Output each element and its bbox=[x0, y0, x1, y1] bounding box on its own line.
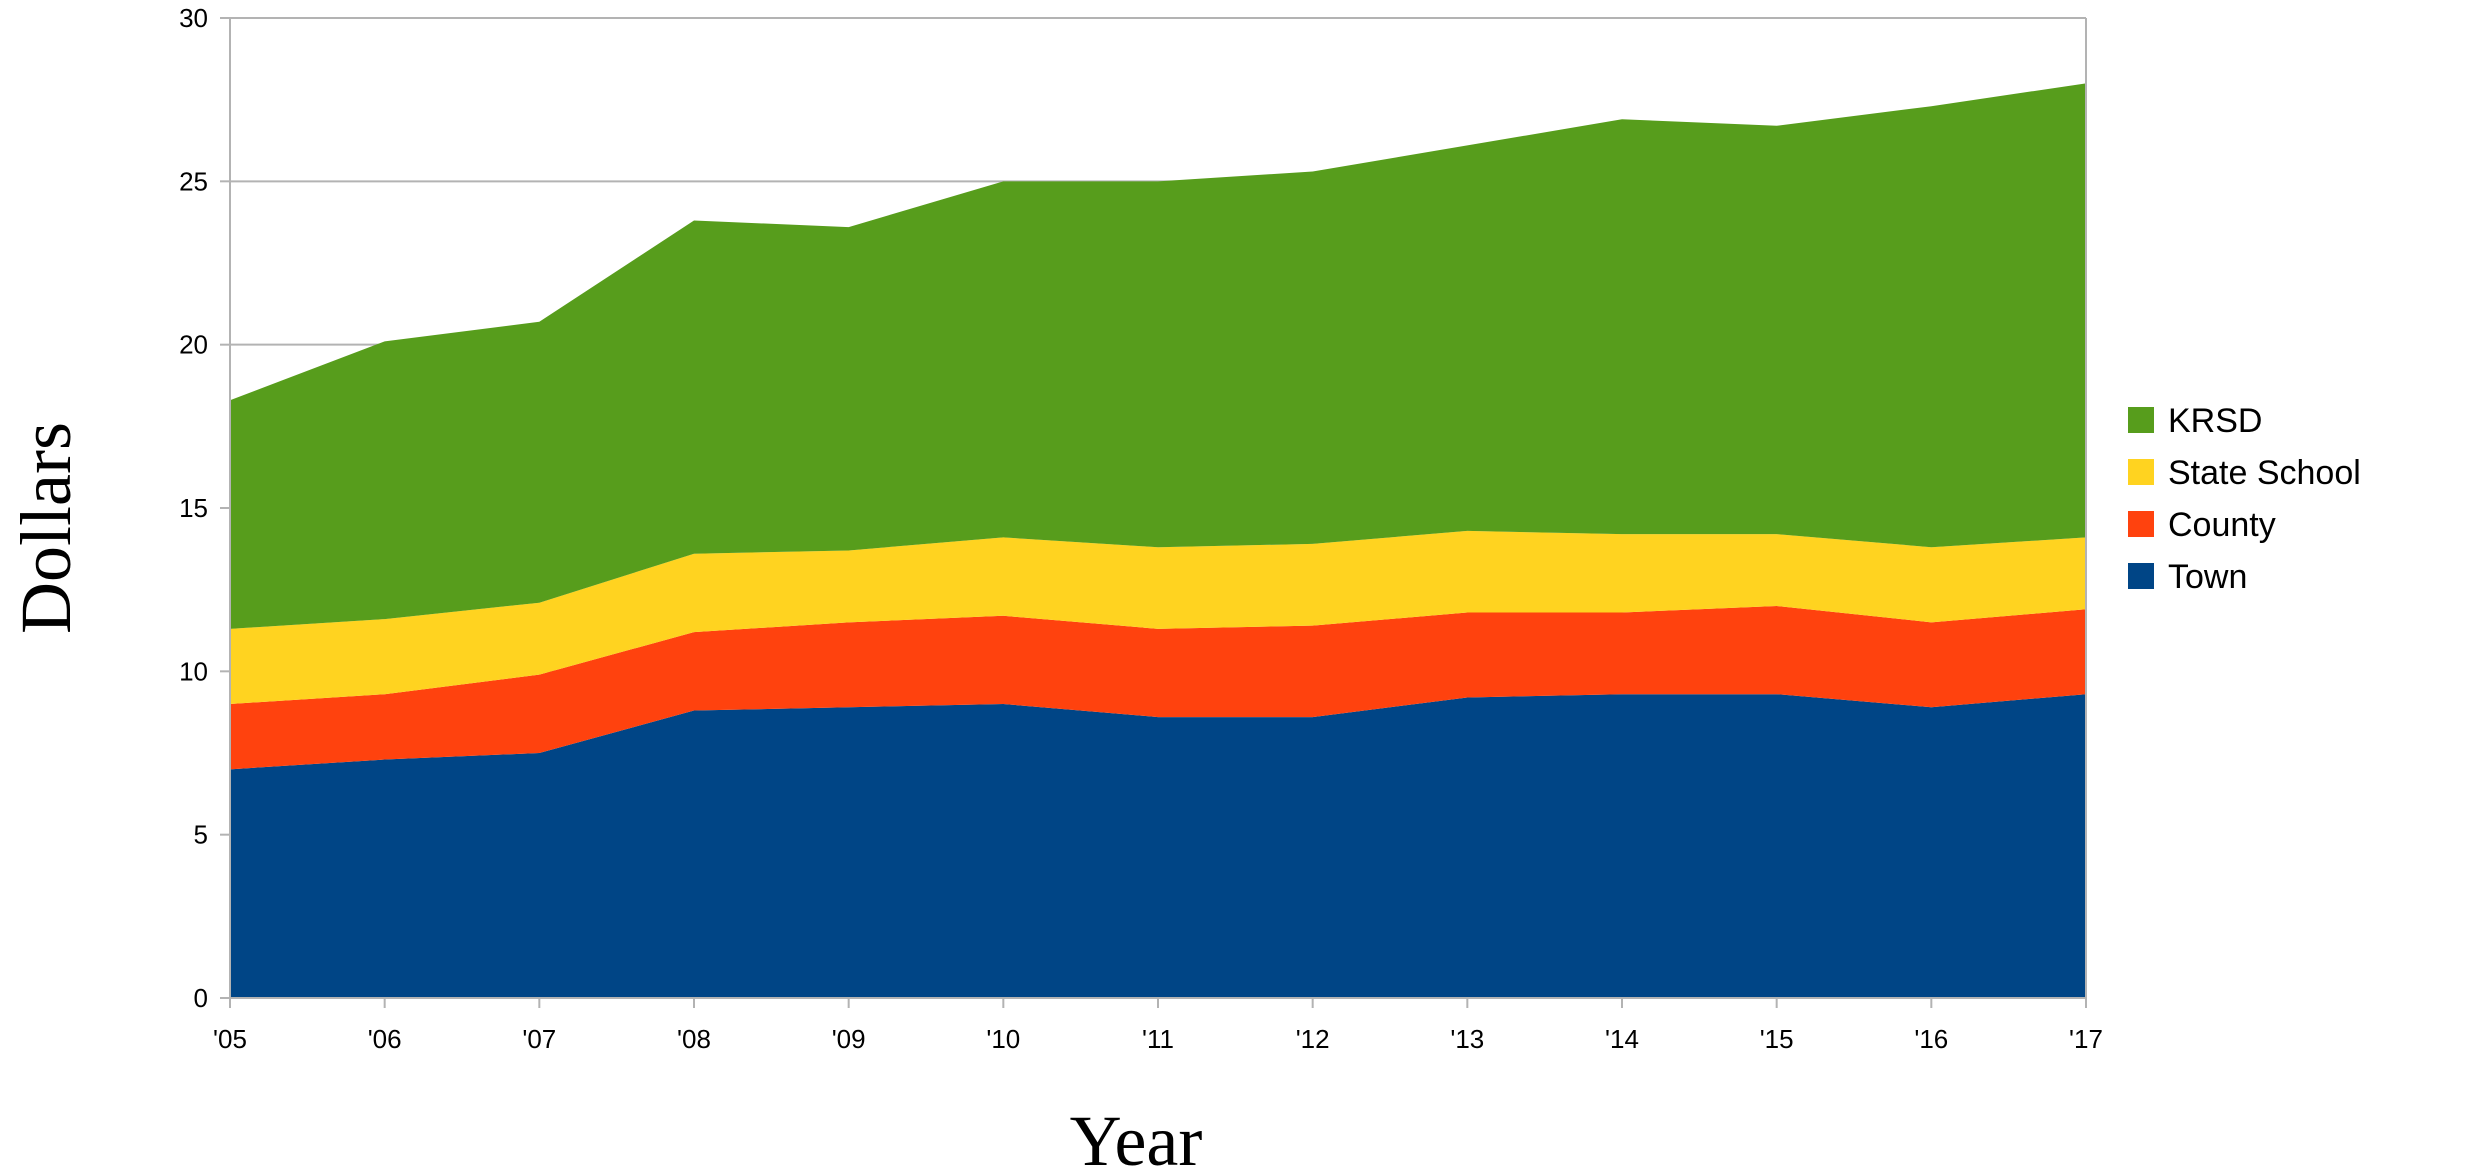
x-tick-label: '13 bbox=[1450, 1024, 1484, 1054]
y-tick-label: 5 bbox=[194, 820, 208, 850]
legend-label-town: Town bbox=[2168, 558, 2247, 596]
y-tick-labels: 0 5 10 15 20 25 30 bbox=[179, 3, 208, 1013]
y-tick-label: 15 bbox=[179, 493, 208, 523]
legend-swatch-state-school bbox=[2128, 459, 2154, 485]
x-tick-label: '10 bbox=[986, 1024, 1020, 1054]
x-tick-label: '15 bbox=[1760, 1024, 1794, 1054]
y-tick-label: 20 bbox=[179, 330, 208, 360]
x-tick-label: '06 bbox=[368, 1024, 402, 1054]
y-tick-label: 25 bbox=[179, 166, 208, 196]
x-tick-label: '14 bbox=[1605, 1024, 1639, 1054]
series-area-state-school bbox=[230, 530, 2086, 704]
y-tick-label: 0 bbox=[194, 983, 208, 1013]
legend-swatch-county bbox=[2128, 511, 2154, 537]
x-tick-label: '11 bbox=[1142, 1024, 1174, 1054]
y-axis-title: Dollars bbox=[6, 422, 86, 634]
series-area-town bbox=[230, 694, 2086, 998]
x-tick-labels: '05 '06 '07 '08 '09 '10 '11 '12 '13 '14 '15 '16 '17 bbox=[213, 1024, 2103, 1054]
legend-swatch-krsd bbox=[2128, 407, 2154, 433]
series-area-county bbox=[230, 606, 2086, 770]
x-tick-label: '09 bbox=[832, 1024, 866, 1054]
x-tick-label: '07 bbox=[522, 1024, 556, 1054]
legend-label-county: County bbox=[2168, 506, 2276, 544]
axes bbox=[220, 17, 2087, 1008]
y-tick-label: 10 bbox=[179, 656, 208, 686]
legend-swatch-town bbox=[2128, 563, 2154, 589]
series-areas bbox=[230, 83, 2086, 998]
legend: KRSD State School County Town bbox=[2128, 402, 2361, 596]
x-axis-title: Year bbox=[1070, 1101, 1203, 1170]
x-tick-label: '12 bbox=[1296, 1024, 1330, 1054]
x-tick-label: '05 bbox=[213, 1024, 247, 1054]
legend-label-krsd: KRSD bbox=[2168, 402, 2262, 440]
legend-label-state-school: State School bbox=[2168, 454, 2361, 492]
series-area-krsd bbox=[230, 83, 2086, 629]
x-tick-label: '16 bbox=[1914, 1024, 1948, 1054]
y-tick-label: 30 bbox=[179, 3, 208, 33]
x-tick-label: '08 bbox=[677, 1024, 711, 1054]
x-tick-label: '17 bbox=[2069, 1024, 2103, 1054]
